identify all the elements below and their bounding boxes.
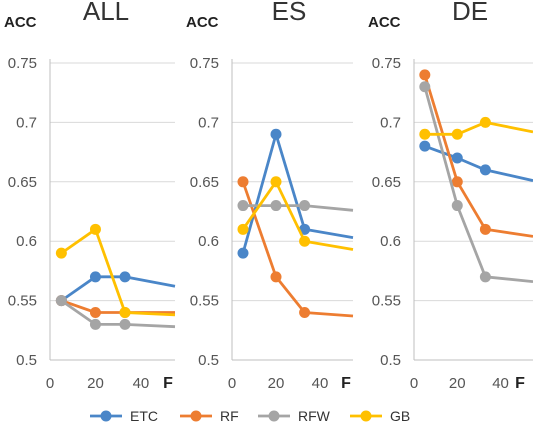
x-axis-label: F [163, 375, 173, 392]
panel-1: ES ACC 0.75 0.7 0.65 0.6 0.55 0.5 0 20 40 F [186, 0, 354, 392]
data-point-rf [237, 176, 249, 188]
panel-2: DE ACC 0.75 0.7 0.65 0.6 0.55 0.5 0 20 40 F [368, 0, 533, 392]
data-point-rfw [479, 271, 491, 283]
series-line-rf [423, 74, 533, 238]
data-point-rfw [55, 295, 67, 307]
y-axis-label: ACC [368, 14, 401, 31]
series-line-rf [60, 299, 175, 314]
panel-title: DE [452, 0, 488, 26]
data-point-gb [451, 128, 463, 140]
legend-label: GB [390, 408, 410, 424]
data-point-etc [237, 247, 249, 259]
data-point-etc [89, 271, 101, 283]
legend: ETC RF RFW GB [90, 408, 410, 424]
series-line-rf [241, 181, 354, 318]
data-point-rf [270, 271, 282, 283]
x-tick-label: 40 [492, 375, 509, 392]
y-tick-label: 0.55 [190, 293, 219, 310]
y-tick-label: 0.65 [190, 174, 219, 191]
panel-title: ES [272, 0, 307, 26]
legend-item-rf: RF [180, 408, 239, 424]
y-tick-label: 0.75 [190, 55, 219, 72]
data-point-rfw [237, 200, 249, 212]
series-line-gb [241, 180, 354, 251]
y-tick-label: 0.7 [380, 114, 401, 131]
data-point-rf [299, 306, 311, 318]
y-tick-label: 0.55 [372, 293, 401, 310]
data-point-rfw [419, 81, 431, 93]
y-tick-label: 0.65 [8, 174, 37, 191]
series-line-gb [60, 227, 176, 317]
y-axis-label: ACC [4, 14, 37, 31]
series-line-rfw [60, 299, 176, 329]
y-tick-label: 0.5 [198, 352, 219, 369]
series-line-rfw [423, 86, 533, 283]
legend-marker [360, 410, 372, 422]
series-line-etc [424, 144, 533, 182]
x-tick-label: 0 [46, 375, 54, 392]
y-tick-label: 0.6 [198, 233, 219, 250]
y-tick-label: 0.6 [380, 233, 401, 250]
data-point-rfw [299, 200, 311, 212]
panel-0: ALL ACC 0.75 0.7 0.65 0.6 0.55 0.5 0 20 40 F [4, 0, 176, 392]
x-tick-label: 20 [268, 375, 285, 392]
data-point-etc [299, 223, 311, 235]
data-point-etc [419, 140, 431, 152]
y-axis-label: ACC [186, 14, 219, 31]
y-tick-label: 0.75 [372, 55, 401, 72]
data-point-gb [119, 306, 131, 318]
data-point-gb [419, 128, 431, 140]
y-tick-label: 0.55 [8, 293, 37, 310]
data-point-gb [89, 223, 101, 235]
x-tick-label: 0 [410, 375, 418, 392]
data-point-gb [55, 247, 67, 259]
data-point-rfw [89, 318, 101, 330]
x-axis-label: F [515, 375, 525, 392]
data-point-etc [479, 164, 491, 176]
y-tick-label: 0.7 [16, 114, 37, 131]
data-point-gb [299, 235, 311, 247]
data-point-gb [237, 223, 249, 235]
legend-marker [100, 410, 112, 422]
panel-title: ALL [83, 0, 129, 26]
series-line-etc [241, 132, 354, 254]
legend-item-rfw: RFW [258, 408, 331, 424]
legend-label: RF [220, 408, 239, 424]
data-point-gb [270, 176, 282, 188]
data-point-etc [451, 152, 463, 164]
data-point-rfw [451, 200, 463, 212]
x-axis-label: F [341, 375, 351, 392]
data-point-rf [419, 69, 431, 81]
y-tick-label: 0.75 [8, 55, 37, 72]
data-point-rf [89, 306, 101, 318]
data-point-gb [479, 116, 491, 128]
data-point-rfw [270, 200, 282, 212]
series-line-etc [60, 275, 176, 302]
legend-item-gb: GB [350, 408, 410, 424]
data-point-etc [119, 271, 131, 283]
legend-label: ETC [130, 408, 158, 424]
x-tick-label: 0 [228, 375, 236, 392]
data-point-etc [270, 128, 282, 140]
y-tick-label: 0.7 [198, 114, 219, 131]
y-tick-label: 0.6 [16, 233, 37, 250]
data-point-rfw [119, 318, 131, 330]
series-line-gb [424, 121, 533, 136]
y-tick-label: 0.5 [16, 352, 37, 369]
legend-item-etc: ETC [90, 408, 158, 424]
legend-label: RFW [298, 408, 331, 424]
x-tick-label: 40 [133, 375, 150, 392]
data-point-rf [451, 176, 463, 188]
legend-marker [190, 410, 202, 422]
x-tick-label: 40 [312, 375, 329, 392]
y-tick-label: 0.65 [372, 174, 401, 191]
x-tick-label: 20 [449, 375, 466, 392]
x-tick-label: 20 [87, 375, 104, 392]
y-tick-label: 0.5 [380, 352, 401, 369]
data-point-rf [479, 223, 491, 235]
legend-marker [268, 410, 280, 422]
